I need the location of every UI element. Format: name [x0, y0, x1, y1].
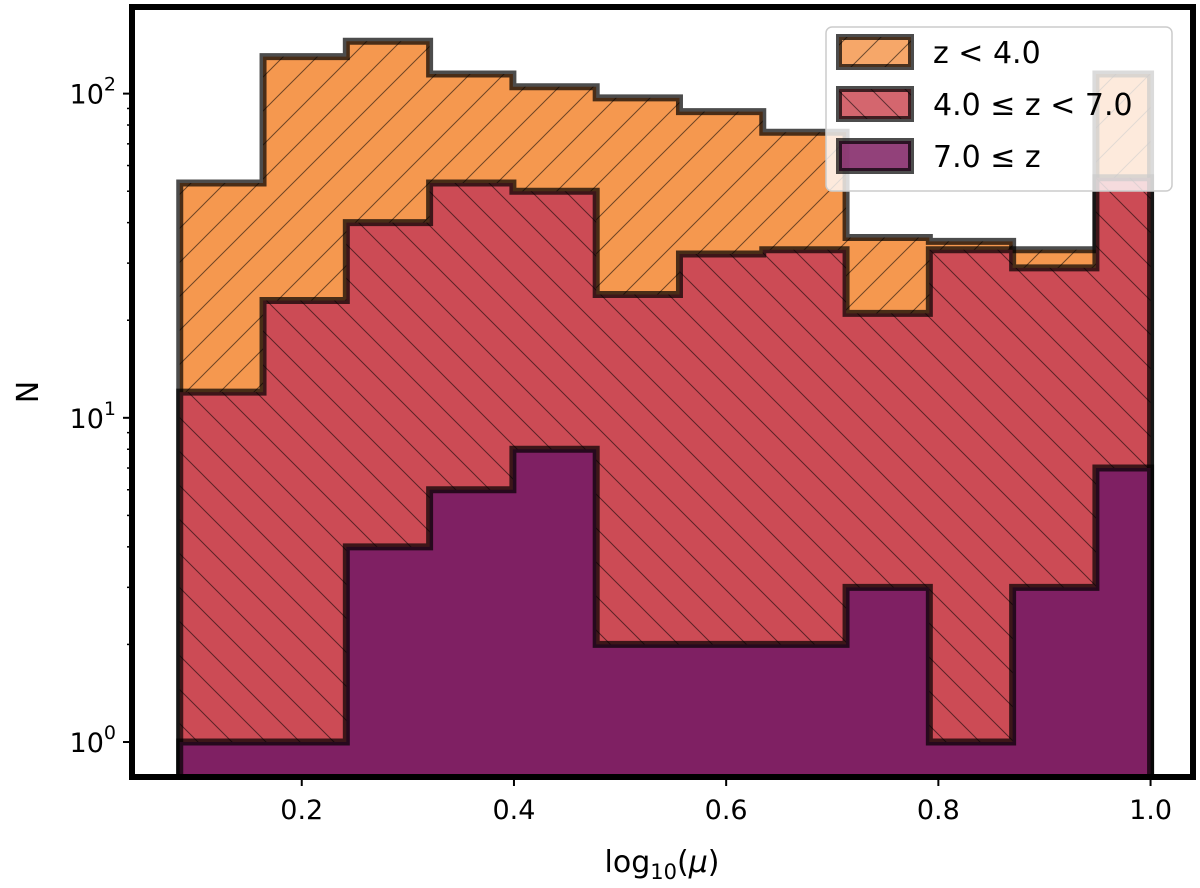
- plot-frame: [129, 4, 1196, 780]
- y-tick-label: 100: [70, 722, 116, 759]
- legend-label: z < 4.0: [933, 36, 1041, 71]
- series-3: [176, 445, 1155, 777]
- x-tick-label: 0.4: [492, 795, 535, 826]
- legend-swatch: [836, 138, 914, 174]
- y-tick-label: 102: [70, 74, 116, 111]
- y-tick-label: 101: [70, 398, 116, 435]
- series-3-fill: [179, 449, 1151, 777]
- legend-swatch-hatch: [839, 37, 911, 67]
- x-tick-label: 0.6: [705, 795, 748, 826]
- y-axis-label: N: [11, 381, 46, 403]
- x-tick-label: 0.2: [280, 795, 323, 826]
- x-axis-label: log10(μ): [605, 845, 720, 884]
- series-2-outline: [176, 174, 1155, 777]
- x-tick-label: 0.8: [917, 795, 960, 826]
- x-tick-label: 1.0: [1129, 795, 1172, 826]
- legend-swatch-hatch: [839, 89, 911, 119]
- series-3-outline: [176, 445, 1155, 777]
- legend-label: 7.0 ≤ z: [933, 140, 1041, 175]
- legend: z < 4.0 4.0 ≤ z < 7.0 7.0 ≤ z: [825, 26, 1173, 192]
- legend-label: 4.0 ≤ z < 7.0: [933, 88, 1133, 123]
